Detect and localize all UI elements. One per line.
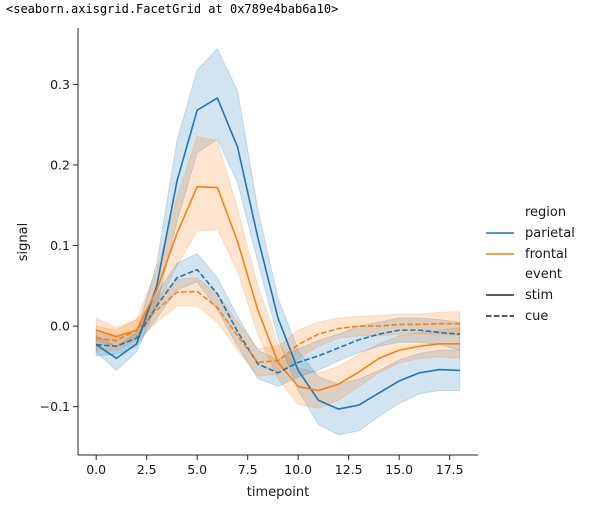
- x-tick-label: 7.5: [238, 462, 258, 477]
- legend-title-event: event: [525, 267, 562, 282]
- x-tick-label: 0.0: [86, 462, 106, 477]
- y-tick-label: 0.3: [50, 77, 70, 92]
- x-tick-label: 5.0: [187, 462, 207, 477]
- y-axis-label: signal: [16, 223, 31, 261]
- y-tick-label: 0.0: [50, 319, 70, 334]
- x-tick-label: 15.0: [385, 462, 413, 477]
- y-tick-label: −0.1: [40, 399, 70, 414]
- x-tick-label: 17.5: [436, 462, 464, 477]
- x-tick-label: 12.5: [335, 462, 363, 477]
- x-tick-label: 10.0: [284, 462, 312, 477]
- legend-label-stim: stim: [525, 288, 553, 303]
- legend-label-cue: cue: [525, 309, 548, 324]
- x-axis-label: timepoint: [247, 485, 310, 500]
- legend-title-region: region: [525, 205, 566, 220]
- legend: region parietal frontal event stim cue: [486, 205, 575, 324]
- y-tick-label: 0.1: [50, 238, 70, 253]
- legend-label-parietal: parietal: [525, 226, 575, 241]
- x-tick-label: 2.5: [137, 462, 157, 477]
- legend-label-frontal: frontal: [525, 247, 568, 262]
- confidence-bands: [96, 49, 460, 435]
- y-tick-label: 0.2: [50, 157, 70, 172]
